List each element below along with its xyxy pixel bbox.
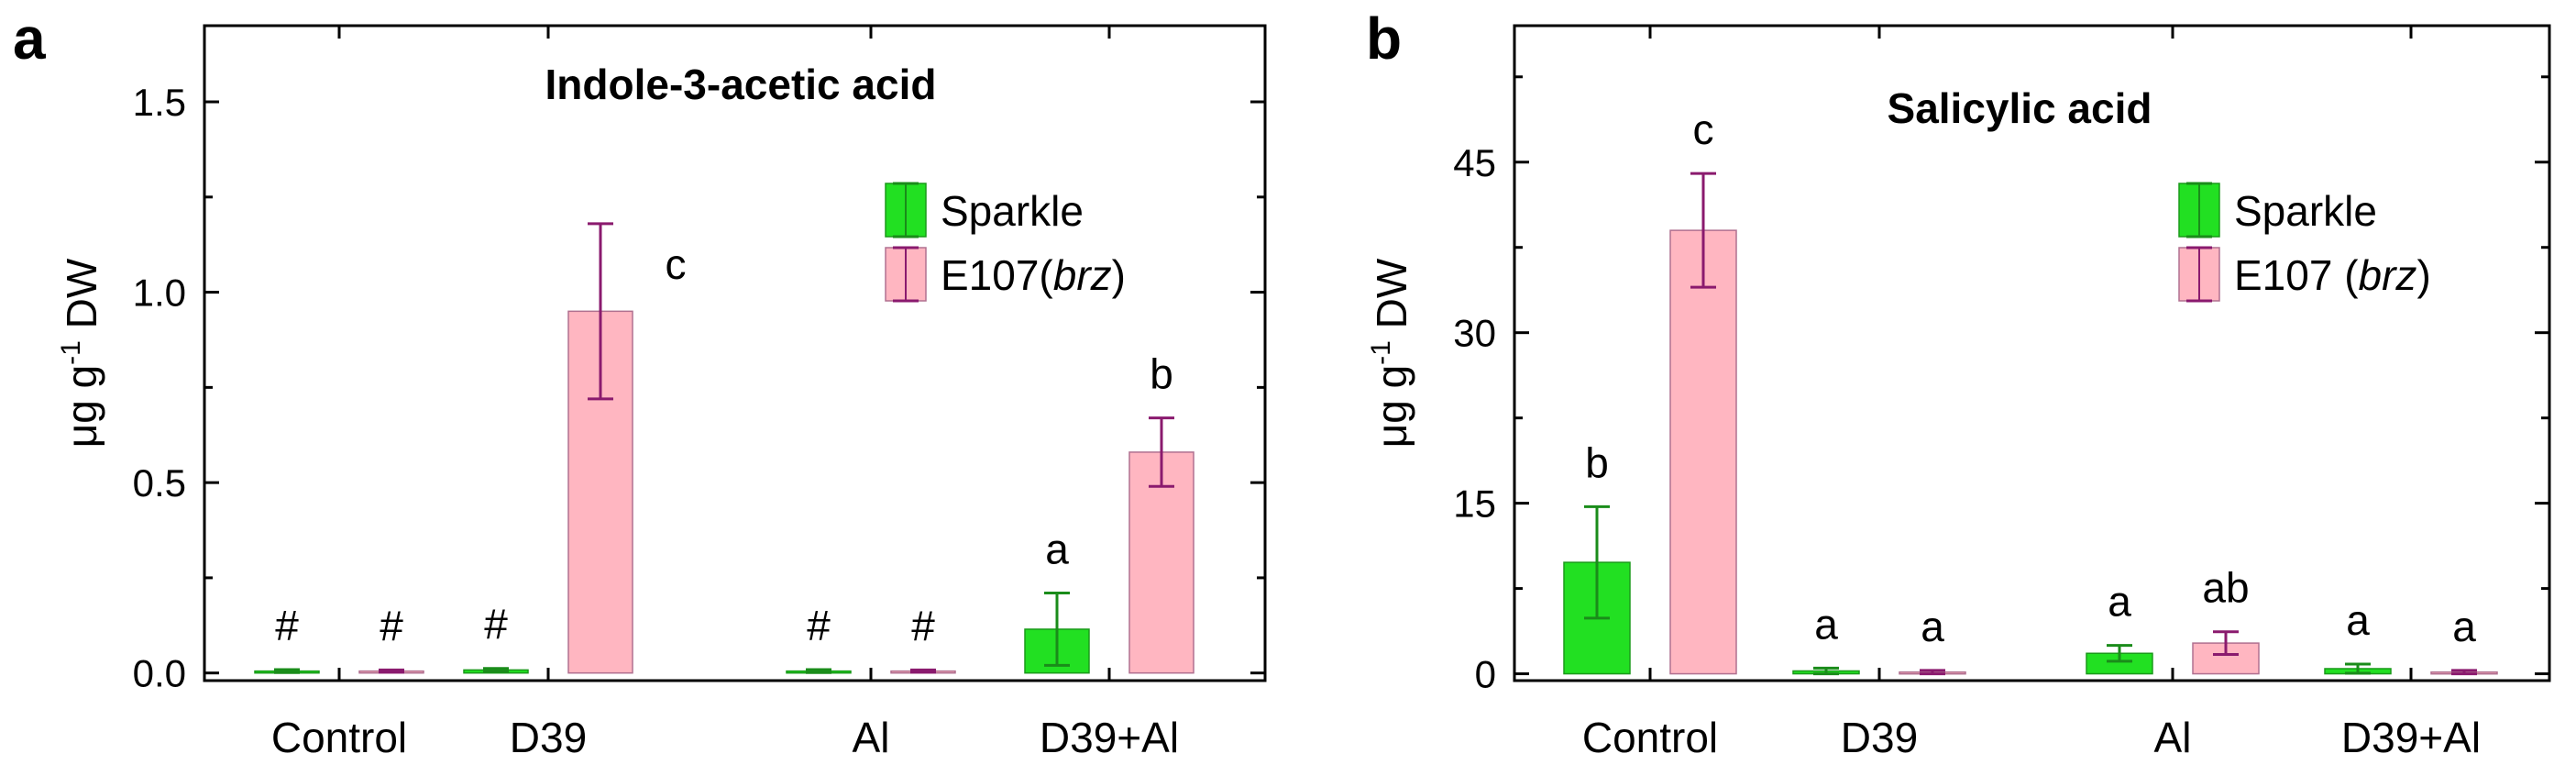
significance-label: a xyxy=(2108,578,2131,626)
significance-label: b xyxy=(1150,350,1173,398)
panel-letter: a xyxy=(13,6,46,72)
y-axis-label-suffix: DW xyxy=(58,258,105,340)
x-category-label: D39 xyxy=(1841,714,1918,761)
significance-label: ab xyxy=(2202,564,2249,612)
significance-label: a xyxy=(2346,596,2370,644)
plot-frame xyxy=(203,24,1267,682)
y-tick-label: 1.5 xyxy=(133,81,186,124)
y-axis-label-unit: μg g xyxy=(1368,365,1415,448)
plot-frame xyxy=(1513,24,2551,682)
y-tick-label: 45 xyxy=(1453,141,1496,184)
significance-label: a xyxy=(2452,603,2476,650)
significance-label: # xyxy=(807,602,831,649)
bar-e107-al xyxy=(2192,642,2260,675)
chart-title: Salicylic acid xyxy=(1888,84,2152,132)
y-axis-label: μg g-1 DW xyxy=(1366,258,1415,448)
legend-label-italic: brz xyxy=(2359,251,2417,299)
legend-label-text: E107 ( xyxy=(2234,251,2359,299)
significance-label: # xyxy=(484,601,508,649)
chart-title: Indole-3-acetic acid xyxy=(545,61,937,108)
y-tick-label: 15 xyxy=(1453,482,1496,526)
y-tick-label: 1.0 xyxy=(133,272,186,315)
significance-label: b xyxy=(1585,438,1609,486)
significance-label: a xyxy=(1814,600,1838,648)
significance-label: a xyxy=(1921,603,1944,650)
bar-e107-d39-al xyxy=(1128,451,1194,674)
y-tick-label: 0 xyxy=(1475,653,1496,696)
significance-label: # xyxy=(275,602,299,649)
significance-label: c xyxy=(1693,105,1714,153)
significance-label: a xyxy=(1045,526,1069,573)
y-axis-label-exponent: -1 xyxy=(56,340,86,365)
y-tick-label: 0.0 xyxy=(133,652,186,695)
significance-label: # xyxy=(380,602,403,649)
legend-label-text: Sparkle xyxy=(941,187,1084,235)
legend-label-text: Sparkle xyxy=(2234,187,2377,235)
x-category-label: D39+Al xyxy=(2341,714,2481,761)
significance-label: # xyxy=(911,602,935,649)
y-tick-label: 30 xyxy=(1453,312,1496,355)
legend-label: E107(brz) xyxy=(941,251,1126,299)
legend-label-suffix: ) xyxy=(2416,251,2430,299)
x-category-label: Control xyxy=(1582,714,1718,761)
legend-label: Sparkle xyxy=(2234,187,2377,235)
panel-letter: b xyxy=(1366,6,1402,72)
legend-label: E107 (brz) xyxy=(2234,251,2431,299)
panel-a: a 0.0 0.5 1.0 1.5 Control D39 Al D39+Al μg g-1 DW… xyxy=(13,6,1267,761)
y-axis-label-suffix: DW xyxy=(1368,258,1415,340)
legend-label-text: E107( xyxy=(941,251,1053,299)
x-category-label: Al xyxy=(2154,714,2192,761)
x-category-label: D39 xyxy=(510,714,587,761)
bar-e107-control xyxy=(1669,229,1737,675)
legend-label-italic: brz xyxy=(1053,251,1112,299)
significance-label: c xyxy=(666,240,687,288)
y-axis-label: μg g-1 DW xyxy=(56,258,105,448)
y-axis-label-exponent: -1 xyxy=(1366,340,1396,365)
panel-b: b 0 15 30 45 Control D39 Al D39+Al μg g-1 DW Salic… xyxy=(1366,6,2551,761)
y-tick-label: 0.5 xyxy=(133,461,186,504)
x-category-label: D39+Al xyxy=(1040,714,1179,761)
x-category-label: Al xyxy=(853,714,890,761)
legend-label-suffix: ) xyxy=(1112,251,1126,299)
legend-label: Sparkle xyxy=(941,187,1084,235)
x-category-label: Control xyxy=(271,714,407,761)
y-axis-label-unit: μg g xyxy=(58,365,105,448)
